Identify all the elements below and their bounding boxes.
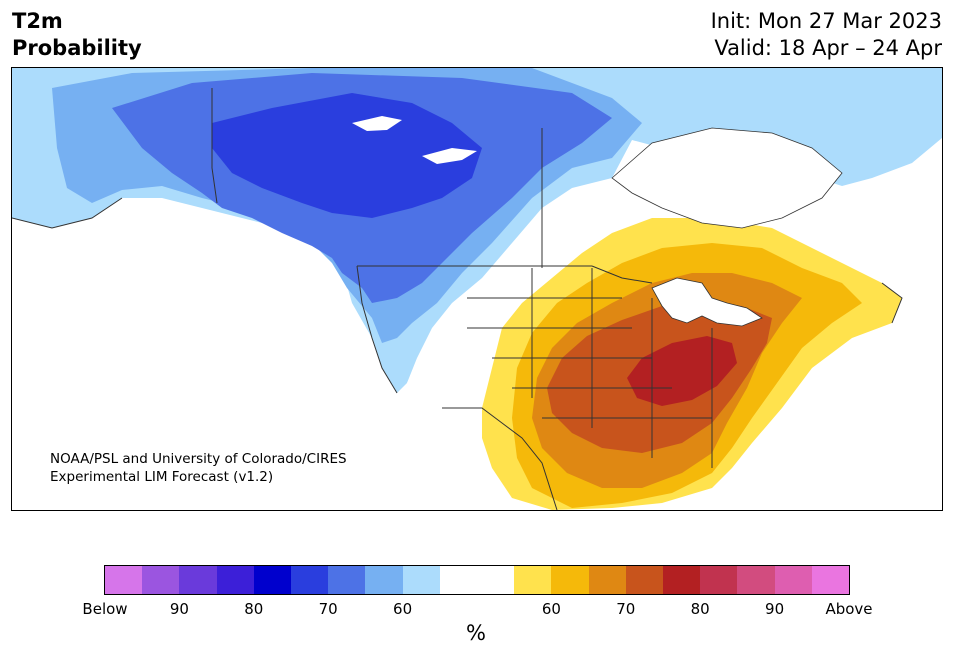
chart-title-right: Init: Mon 27 Mar 2023 Valid: 18 Apr – 24… (711, 8, 942, 62)
colorbar-bin (477, 566, 515, 594)
hudson-bay (611, 127, 843, 229)
colorbar-bin (551, 566, 589, 594)
colorbar-tick-label: Above (825, 600, 873, 618)
lake-2 (422, 148, 477, 164)
colorbar-bin (625, 566, 664, 594)
colorbar-bin (291, 566, 329, 594)
colorbar-bin (142, 566, 180, 594)
colorbar-bin (105, 566, 143, 594)
credit-line-1: NOAA/PSL and University of Colorado/CIRE… (50, 451, 347, 467)
great-lakes (651, 277, 763, 327)
forecast-map: NOAA/PSL and University of Colorado/CIRE… (11, 67, 943, 511)
colorbar-bin (811, 566, 850, 594)
below-90-region (212, 93, 482, 218)
borders (12, 88, 903, 510)
colorbar (104, 565, 850, 595)
colorbar-tick-label: 90 (169, 600, 189, 618)
map-svg (12, 68, 942, 510)
variable-label: T2m (12, 9, 63, 33)
colorbar-bin (663, 566, 701, 594)
colorbar-tick-label: 80 (244, 600, 264, 618)
credit-text: NOAA/PSL and University of Colorado/CIRE… (50, 450, 347, 486)
colorbar-bin (328, 566, 366, 594)
colorbar-bin (179, 566, 217, 594)
colorbar-tick-label: 80 (690, 600, 710, 618)
colorbar-bin (365, 566, 403, 594)
product-label: Probability (12, 36, 142, 60)
colorbar-tick-label: 90 (765, 600, 785, 618)
colorbar-tick-label: 70 (616, 600, 636, 618)
colorbar-bin (402, 566, 440, 594)
neutral-region (407, 178, 742, 428)
chart-title-left: T2m Probability (12, 8, 142, 62)
valid-range: Valid: 18 Apr – 24 Apr (714, 36, 942, 60)
colorbar-bin (514, 566, 552, 594)
credit-line-2: Experimental LIM Forecast (v1.2) (50, 469, 274, 485)
colorbar-bin (700, 566, 738, 594)
colorbar-bin (216, 566, 254, 594)
colorbar-bin (774, 566, 812, 594)
colorbar-unit: % (466, 621, 486, 645)
lake-1 (352, 116, 402, 131)
colorbar-tick-label: Below (82, 600, 128, 618)
colorbar-bin (588, 566, 626, 594)
init-date: Init: Mon 27 Mar 2023 (710, 9, 942, 33)
colorbar-tick-label: 60 (393, 600, 413, 618)
colorbar-tick-label: 70 (318, 600, 338, 618)
colorbar-tick-label: 60 (541, 600, 561, 618)
colorbar-bin (253, 566, 292, 594)
colorbar-bin (737, 566, 775, 594)
colorbar-bin (439, 566, 478, 594)
